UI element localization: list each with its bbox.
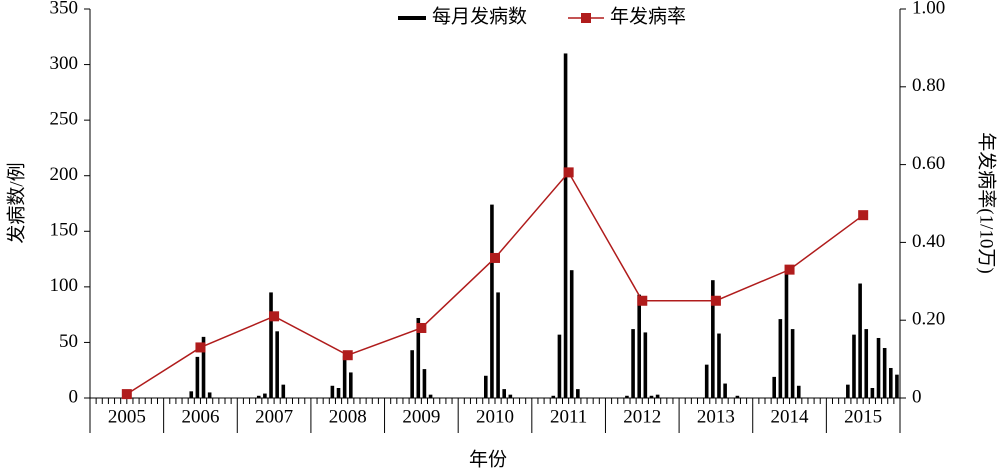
x-tick-label: 2014 — [771, 406, 810, 427]
bar — [256, 395, 261, 398]
rate-marker — [195, 342, 206, 353]
bar — [876, 337, 881, 398]
bar — [263, 393, 267, 398]
bar — [348, 372, 353, 398]
x-tick-label: 2006 — [181, 406, 219, 427]
rate-marker — [784, 264, 795, 275]
y-tick-label: 50 — [59, 331, 78, 352]
bar — [269, 292, 273, 398]
bar — [275, 331, 279, 398]
bar — [189, 391, 194, 398]
rate-marker — [121, 389, 132, 400]
y2-axis-label: 年发病率(1/10万) — [976, 132, 998, 273]
y2-tick-label: 0.20 — [912, 309, 945, 330]
bar — [483, 375, 488, 398]
bar — [416, 317, 421, 398]
y2-tick-label: 0.40 — [912, 231, 945, 252]
y-tick-label: 100 — [50, 275, 79, 296]
bar — [882, 347, 887, 398]
rate-line — [126, 171, 864, 395]
rate-marker — [563, 167, 574, 178]
legend-label: 每月发病数 — [432, 5, 527, 27]
bar — [563, 53, 568, 398]
rate-marker — [269, 311, 280, 322]
bar — [422, 369, 427, 398]
bar — [704, 364, 709, 398]
bar — [207, 392, 212, 398]
bar — [888, 367, 893, 398]
bar — [772, 376, 777, 398]
bar — [649, 395, 654, 398]
bar — [625, 395, 629, 398]
rate-marker — [637, 295, 648, 306]
bar — [637, 294, 642, 398]
rate-marker — [342, 350, 353, 361]
rate-marker — [490, 252, 500, 263]
bar — [490, 204, 494, 398]
x-axis-label: 年份 — [469, 448, 507, 470]
y-tick-label: 150 — [50, 220, 79, 241]
legend-label: 年发病率 — [610, 5, 686, 27]
rate-marker — [858, 210, 869, 221]
bar — [784, 270, 789, 398]
rate-marker — [710, 295, 721, 306]
bar — [655, 394, 660, 398]
x-tick-label: 2007 — [255, 406, 293, 427]
rate-marker — [416, 322, 427, 333]
y-axis-label: 发病数/例 — [5, 162, 27, 243]
y-tick-label: 0 — [69, 386, 79, 407]
x-tick-label: 2015 — [844, 406, 882, 427]
bar — [410, 350, 414, 398]
bar — [508, 394, 513, 398]
bar — [895, 374, 899, 398]
x-tick-label: 2010 — [476, 406, 514, 427]
legend-marker — [581, 13, 591, 23]
bar — [330, 385, 335, 398]
bar — [778, 319, 783, 398]
bar — [711, 280, 715, 398]
bar — [281, 384, 286, 398]
bar — [428, 394, 433, 398]
x-tick-label: 2011 — [550, 406, 587, 427]
bar — [846, 384, 850, 398]
bar — [342, 355, 347, 398]
bar — [557, 334, 562, 398]
bar — [576, 389, 580, 398]
bar — [631, 329, 635, 398]
bar — [717, 333, 721, 398]
y2-tick-label: 0.80 — [912, 75, 945, 96]
bar — [796, 385, 801, 398]
bar — [735, 395, 740, 398]
x-tick-label: 2012 — [623, 406, 661, 427]
x-tick-label: 2005 — [108, 406, 146, 427]
y-tick-label: 250 — [50, 109, 79, 130]
bar — [201, 336, 206, 398]
bar — [336, 387, 341, 398]
y-tick-label: 300 — [50, 53, 79, 74]
bar — [643, 332, 648, 398]
bar — [864, 329, 869, 398]
x-tick-label: 2009 — [402, 406, 440, 427]
bar — [858, 283, 862, 398]
bar — [852, 334, 856, 398]
y2-tick-label: 0 — [912, 386, 922, 407]
x-tick-label: 2013 — [697, 406, 735, 427]
y-tick-label: 350 — [50, 0, 79, 18]
bar — [502, 389, 507, 398]
x-tick-label: 2008 — [329, 406, 367, 427]
bar — [569, 270, 574, 398]
bar — [195, 356, 200, 398]
bar — [496, 292, 500, 398]
bar — [551, 395, 556, 398]
bar — [723, 383, 727, 398]
y-tick-label: 200 — [50, 164, 79, 185]
bar — [790, 329, 795, 398]
bar — [870, 387, 875, 398]
y2-tick-label: 0.60 — [912, 153, 945, 174]
y2-tick-label: 1.00 — [912, 0, 945, 18]
